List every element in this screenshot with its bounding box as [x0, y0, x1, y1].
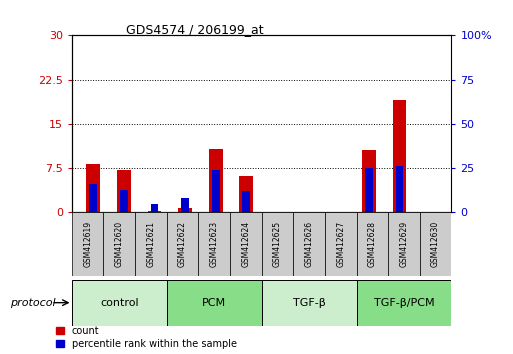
Bar — [240, 176, 253, 212]
Text: protocol: protocol — [10, 298, 56, 308]
Text: GSM412625: GSM412625 — [273, 221, 282, 267]
Text: TGF-β/PCM: TGF-β/PCM — [373, 298, 435, 308]
Text: GDS4574 / 206199_at: GDS4574 / 206199_at — [126, 23, 264, 36]
Text: PCM: PCM — [202, 298, 226, 308]
FancyBboxPatch shape — [72, 280, 167, 326]
FancyBboxPatch shape — [72, 212, 104, 276]
Text: GSM412623: GSM412623 — [210, 221, 219, 267]
Text: GSM412629: GSM412629 — [400, 221, 408, 267]
FancyBboxPatch shape — [199, 212, 230, 276]
Bar — [151, 204, 159, 212]
Text: GSM412620: GSM412620 — [115, 221, 124, 267]
Bar — [392, 100, 406, 212]
Bar — [148, 211, 162, 212]
Bar — [396, 166, 403, 212]
FancyBboxPatch shape — [357, 212, 388, 276]
Text: TGF-β: TGF-β — [293, 298, 325, 308]
FancyBboxPatch shape — [420, 212, 451, 276]
Bar — [86, 164, 100, 212]
FancyBboxPatch shape — [167, 280, 262, 326]
FancyBboxPatch shape — [357, 280, 451, 326]
Text: GSM412621: GSM412621 — [146, 221, 155, 267]
Text: GSM412626: GSM412626 — [305, 221, 313, 267]
FancyBboxPatch shape — [104, 212, 135, 276]
Bar — [89, 184, 97, 212]
Bar — [178, 208, 192, 212]
Legend: count, percentile rank within the sample: count, percentile rank within the sample — [56, 326, 236, 349]
Bar — [212, 170, 220, 212]
FancyBboxPatch shape — [262, 280, 357, 326]
Bar — [181, 198, 189, 212]
Text: GSM412627: GSM412627 — [336, 221, 345, 267]
FancyBboxPatch shape — [325, 212, 357, 276]
FancyBboxPatch shape — [262, 212, 293, 276]
FancyBboxPatch shape — [167, 212, 199, 276]
Text: GSM412628: GSM412628 — [368, 221, 377, 267]
Text: GSM412622: GSM412622 — [178, 221, 187, 267]
FancyBboxPatch shape — [230, 212, 262, 276]
Text: GSM412624: GSM412624 — [241, 221, 250, 267]
FancyBboxPatch shape — [388, 212, 420, 276]
Text: control: control — [100, 298, 139, 308]
Bar — [243, 191, 250, 212]
Bar — [209, 149, 223, 212]
Bar — [117, 170, 131, 212]
FancyBboxPatch shape — [135, 212, 167, 276]
Bar — [365, 168, 372, 212]
Bar — [362, 150, 376, 212]
Text: GSM412630: GSM412630 — [431, 221, 440, 267]
Bar — [120, 190, 128, 212]
FancyBboxPatch shape — [293, 212, 325, 276]
Text: GSM412619: GSM412619 — [83, 221, 92, 267]
